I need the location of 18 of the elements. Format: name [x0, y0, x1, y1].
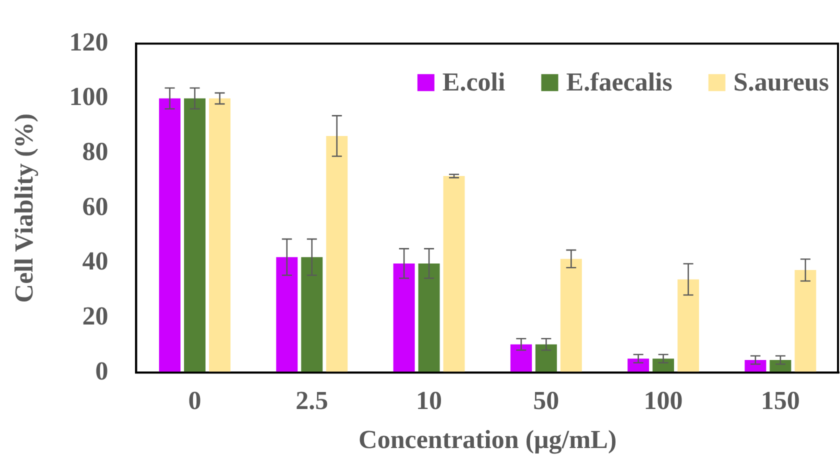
y-tick-label: 120	[69, 27, 108, 56]
x-tick-label: 0	[188, 386, 202, 415]
legend-label: E.faecalis	[566, 67, 672, 96]
y-tick-label: 0	[95, 356, 108, 386]
x-tick-label: 10	[416, 386, 442, 415]
x-tick-label: 100	[644, 386, 683, 415]
legend-label: S.aureus	[733, 67, 829, 96]
y-tick-label: 60	[82, 192, 108, 221]
y-axis-title: Cell Viablity (%)	[9, 113, 38, 303]
y-tick-label: 100	[69, 82, 108, 112]
x-axis-title: Concentration (μg/mL)	[358, 425, 617, 454]
x-tick-label: 2.5	[296, 386, 328, 415]
x-tick-label: 150	[760, 386, 800, 415]
y-tick-label: 80	[82, 136, 108, 166]
y-tick-label: 20	[82, 301, 108, 330]
x-tick-label: 50	[533, 386, 560, 415]
y-tick-label: 40	[82, 246, 108, 276]
legend-label: E.coli	[442, 67, 506, 96]
